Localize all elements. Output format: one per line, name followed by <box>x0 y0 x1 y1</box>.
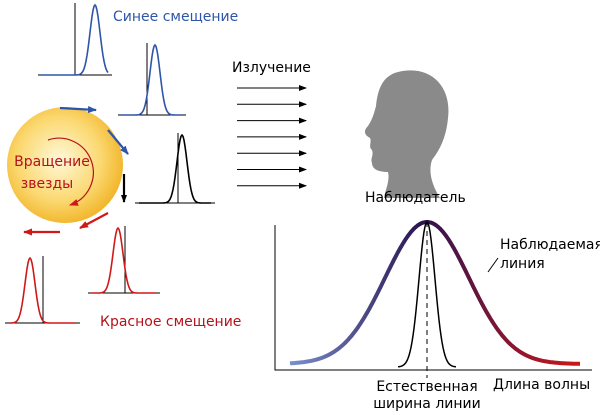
label-pointer <box>487 257 499 273</box>
red-shift-label: Красное смещение <box>100 314 241 330</box>
natural-width-label: Естественная <box>376 379 477 395</box>
chart-axes <box>274 225 592 371</box>
star-arrows <box>23 106 129 236</box>
observed-curve <box>289 220 580 366</box>
observed-label: линия <box>500 256 545 272</box>
spectrum-line <box>122 43 182 116</box>
blue-shift-label: Синее смещение <box>113 9 238 25</box>
spectrum-line <box>139 133 211 204</box>
spectrum-line <box>92 226 156 294</box>
natural-width-label: ширина линии <box>373 396 480 412</box>
observer-head <box>364 70 449 198</box>
emission-label: Излучение <box>232 60 311 76</box>
observed-label: Наблюдаемая <box>500 237 600 253</box>
rotation-arrow <box>47 137 94 206</box>
emission-arrows <box>237 85 307 189</box>
rotation-label: Вращение <box>14 154 90 170</box>
spectrum-line <box>42 3 109 76</box>
spectrum-line <box>9 256 76 324</box>
star <box>7 107 123 223</box>
rotation-label: звезды <box>21 176 74 192</box>
wavelength-label: Длина волны <box>493 377 590 393</box>
spectra <box>5 3 215 324</box>
observer-label: Наблюдатель <box>365 190 466 206</box>
